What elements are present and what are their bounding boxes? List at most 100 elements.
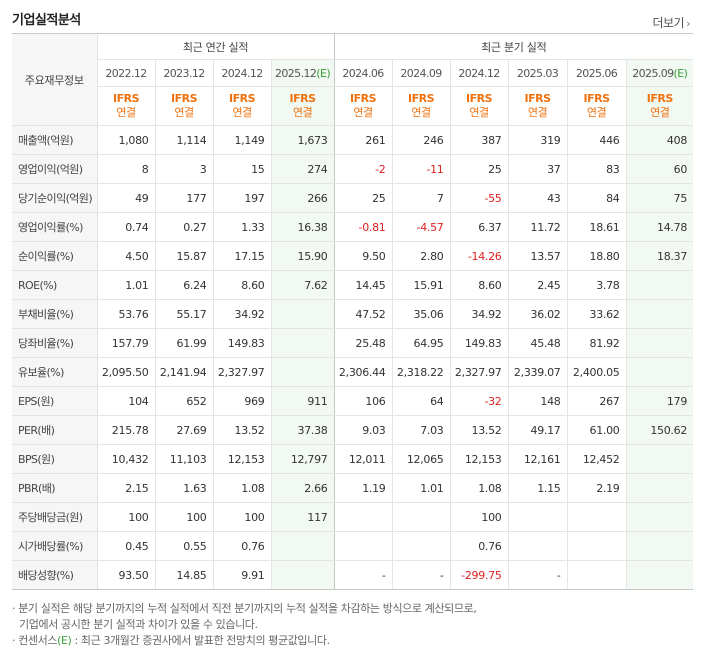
table-cell: 49 [96, 183, 155, 213]
ifrs-label: IFRS [408, 92, 435, 105]
period-label: 2024.09 [400, 66, 442, 80]
ifrs-label: IFRS [113, 92, 140, 105]
table-cell: 12,153 [449, 444, 509, 474]
accounting-standard: IFRS 연결 [333, 86, 393, 126]
table-row: PER(배) 215.78 27.69 13.52 37.38 9.03 7.03 13.52… [12, 415, 694, 445]
table-cell: 2.15 [96, 473, 155, 503]
table-cell: 55.17 [154, 299, 213, 329]
table-cell: -2 [333, 154, 393, 184]
table-cell: 25.48 [333, 328, 393, 358]
table-cell: 911 [270, 386, 335, 416]
period-header: 2024.12 [449, 59, 509, 87]
estimate-mark: (E) [57, 634, 72, 647]
table-cell: 15.87 [154, 241, 213, 271]
consolidated-label: 연결 [650, 106, 670, 119]
table-cell: 100 [96, 502, 155, 532]
table-cell: 1,114 [154, 125, 213, 155]
table-cell: 1.19 [333, 473, 393, 503]
table-cell: 12,452 [566, 444, 627, 474]
table-cell: -32 [449, 386, 509, 416]
table-cell: -11 [391, 154, 451, 184]
table-cell: 33.62 [566, 299, 627, 329]
footnotes: · 분기 실적은 해당 분기까지의 누적 실적에서 직전 분기까지의 누적 실적… [12, 601, 477, 649]
table-cell [625, 357, 694, 387]
table-cell: 9.03 [333, 415, 393, 445]
table-cell [507, 502, 568, 532]
row-label: 영업이익(억원) [12, 154, 97, 184]
table-cell: 1.08 [212, 473, 271, 503]
ifrs-label: IFRS [466, 92, 493, 105]
table-cell: 1.08 [449, 473, 509, 503]
table-cell [625, 560, 694, 590]
more-link[interactable]: 더보기 › [652, 14, 690, 31]
table-row: EPS(원) 104 652 969 911 106 64 -32 148 267 179 [12, 386, 694, 416]
accounting-standard: IFRS 연결 [96, 86, 155, 126]
footnote-1-text: 분기 실적은 해당 분기까지의 누적 실적에서 직전 분기까지의 누적 실적을 … [18, 602, 477, 615]
table-cell: 4.50 [96, 241, 155, 271]
period-header: 2025.06 [566, 59, 627, 87]
table-cell: 274 [270, 154, 335, 184]
period-label: 2025.03 [516, 66, 559, 80]
table-row: 부채비율(%) 53.76 55.17 34.92 47.52 35.06 34.92 36.… [12, 299, 694, 329]
accounting-standard: IFRS 연결 [270, 86, 335, 126]
footnote-2-pre: 컨센서스 [18, 634, 58, 647]
table-cell: 100 [449, 502, 509, 532]
table-cell: 969 [212, 386, 271, 416]
accounting-standard: IFRS 연결 [566, 86, 627, 126]
table-cell: 2,318.22 [391, 357, 451, 387]
table-cell: 61.99 [154, 328, 213, 358]
table-cell: -4.57 [391, 212, 451, 242]
table-cell: 2.45 [507, 270, 568, 300]
table-cell: 10,432 [96, 444, 155, 474]
table-cell: 13.52 [212, 415, 271, 445]
row-label: PBR(배) [12, 473, 97, 503]
financial-table: 주요재무정보 최근 연간 실적 최근 분기 실적 2022.12 2023.12 2… [12, 33, 694, 590]
table-cell: 246 [391, 125, 451, 155]
table-cell: 12,161 [507, 444, 568, 474]
table-cell [625, 531, 694, 561]
row-label: EPS(원) [12, 386, 97, 416]
row-label: 주당배당금(원) [12, 502, 97, 532]
table-cell: 14.45 [333, 270, 393, 300]
table-cell: -14.26 [449, 241, 509, 271]
table-cell: 2,339.07 [507, 357, 568, 387]
table-cell: 7.62 [270, 270, 335, 300]
table-cell: 34.92 [212, 299, 271, 329]
table-cell: 1.15 [507, 473, 568, 503]
table-cell: 266 [270, 183, 335, 213]
table-cell [270, 357, 335, 387]
table-cell [625, 270, 694, 300]
table-cell: 2,400.05 [566, 357, 627, 387]
period-header: 2024.09 [391, 59, 451, 87]
period-label: 2024.12 [221, 66, 263, 80]
table-cell: 6.24 [154, 270, 213, 300]
consolidated-label: 연결 [469, 106, 489, 119]
footnote-2-post: : 최근 3개월간 증권사에서 발표한 전망치의 평균값입니다. [71, 634, 331, 647]
estimate-mark: (E) [316, 66, 331, 80]
table-row: 당좌비율(%) 157.79 61.99 149.83 25.48 64.95 149.83… [12, 328, 694, 358]
period-header: 2024.06 [333, 59, 393, 87]
table-cell: 16.38 [270, 212, 335, 242]
table-cell [566, 560, 627, 590]
table-cell: - [391, 560, 451, 590]
period-header: 2022.12 [96, 59, 155, 87]
table-cell: 0.76 [212, 531, 271, 561]
row-label: 매출액(억원) [12, 125, 97, 155]
table-cell: 36.02 [507, 299, 568, 329]
table-cell: 2.19 [566, 473, 627, 503]
table-cell: 104 [96, 386, 155, 416]
table-cell [270, 299, 335, 329]
table-cell: 2.66 [270, 473, 335, 503]
table-row: 영업이익률(%) 0.74 0.27 1.33 16.38 -0.81 -4.57 6.37 1… [12, 212, 694, 242]
accounting-standard: IFRS 연결 [391, 86, 451, 126]
table-cell: 53.76 [96, 299, 155, 329]
table-cell: 446 [566, 125, 627, 155]
table-cell: 0.27 [154, 212, 213, 242]
table-cell: - [333, 560, 393, 590]
consolidated-label: 연결 [292, 106, 313, 119]
accounting-standard: IFRS 연결 [625, 86, 694, 126]
period-header: 2025.12(E) [270, 59, 335, 87]
period-header: 2025.03 [507, 59, 568, 87]
ifrs-label: IFRS [289, 92, 317, 105]
period-label: 2025.09 [632, 66, 674, 80]
